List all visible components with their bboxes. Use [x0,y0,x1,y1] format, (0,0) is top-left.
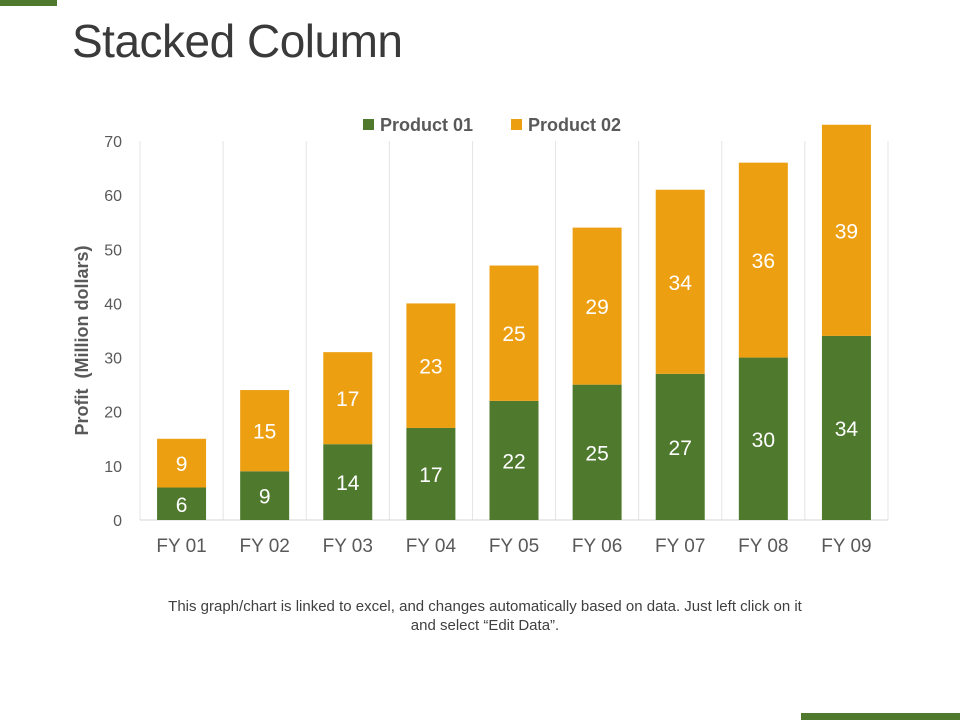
bar-product-02 [240,390,290,472]
y-tick-label: 30 [104,351,122,368]
slide-title: Stacked Column [72,15,403,67]
bar-product-02 [572,227,622,385]
x-tick-label: FY 06 [572,536,622,557]
data-label: 39 [835,220,858,243]
bar-product-02 [489,265,539,401]
y-tick-label: 10 [104,459,122,476]
data-label: 17 [419,464,442,487]
bar-product-01 [572,384,622,520]
x-tick-label: FY 05 [489,536,539,557]
y-tick-label: 0 [113,513,122,530]
bar-product-01 [240,471,290,520]
bar-product-02 [157,438,207,488]
data-label: 22 [502,450,525,473]
legend-label: Product 01 [380,115,473,135]
bottom-accent-bar [801,713,960,720]
bar-product-01 [406,427,456,520]
y-tick-label: 50 [104,242,122,259]
bar-product-01 [821,335,871,520]
top-accent-bar [0,0,57,6]
data-label: 9 [259,486,271,509]
y-tick-label: 20 [104,405,122,422]
data-label: 25 [585,442,608,465]
bar-product-02 [323,352,373,445]
bar-product-01 [489,400,539,520]
legend-swatch [511,119,522,130]
data-label: 23 [419,356,442,379]
bar-product-02 [655,189,705,374]
x-tick-label: FY 01 [156,536,206,557]
x-tick-label: FY 02 [239,536,289,557]
legend-label: Product 02 [528,115,621,135]
data-label: 27 [669,437,692,460]
y-axis-title: Profit (Million dollars) [72,246,92,436]
bar-product-01 [157,487,207,520]
data-label: 30 [752,429,775,452]
data-label: 15 [253,421,276,444]
footnote: This graph/chart is linked to excel, and… [140,597,830,635]
data-label: 36 [752,250,775,273]
bar-product-01 [655,373,705,520]
data-label: 17 [336,388,359,411]
data-label: 9 [176,453,188,476]
data-label: 34 [669,272,693,295]
x-tick-label: FY 08 [738,536,788,557]
data-label: 6 [176,494,188,517]
y-tick-label: 40 [104,296,122,313]
x-tick-label: FY 07 [655,536,705,557]
x-tick-label: FY 03 [323,536,373,557]
data-label: 29 [585,296,608,319]
legend-swatch [363,119,374,130]
bar-product-01 [323,444,373,520]
bar-product-02 [738,162,788,358]
data-label: 25 [502,323,525,346]
bar-product-01 [738,357,788,520]
data-label: 14 [336,472,360,495]
x-tick-label: FY 04 [406,536,457,557]
bar-product-02 [406,303,456,428]
y-tick-label: 60 [104,188,122,205]
footnote-line-2: and select “Edit Data”. [410,617,560,634]
data-label: 34 [835,418,859,441]
bar-product-02 [821,124,871,336]
footnote-line-1: This graph/chart is linked to excel, and… [168,598,802,615]
x-tick-label: FY 09 [821,536,871,557]
y-tick-label: 70 [104,134,122,151]
